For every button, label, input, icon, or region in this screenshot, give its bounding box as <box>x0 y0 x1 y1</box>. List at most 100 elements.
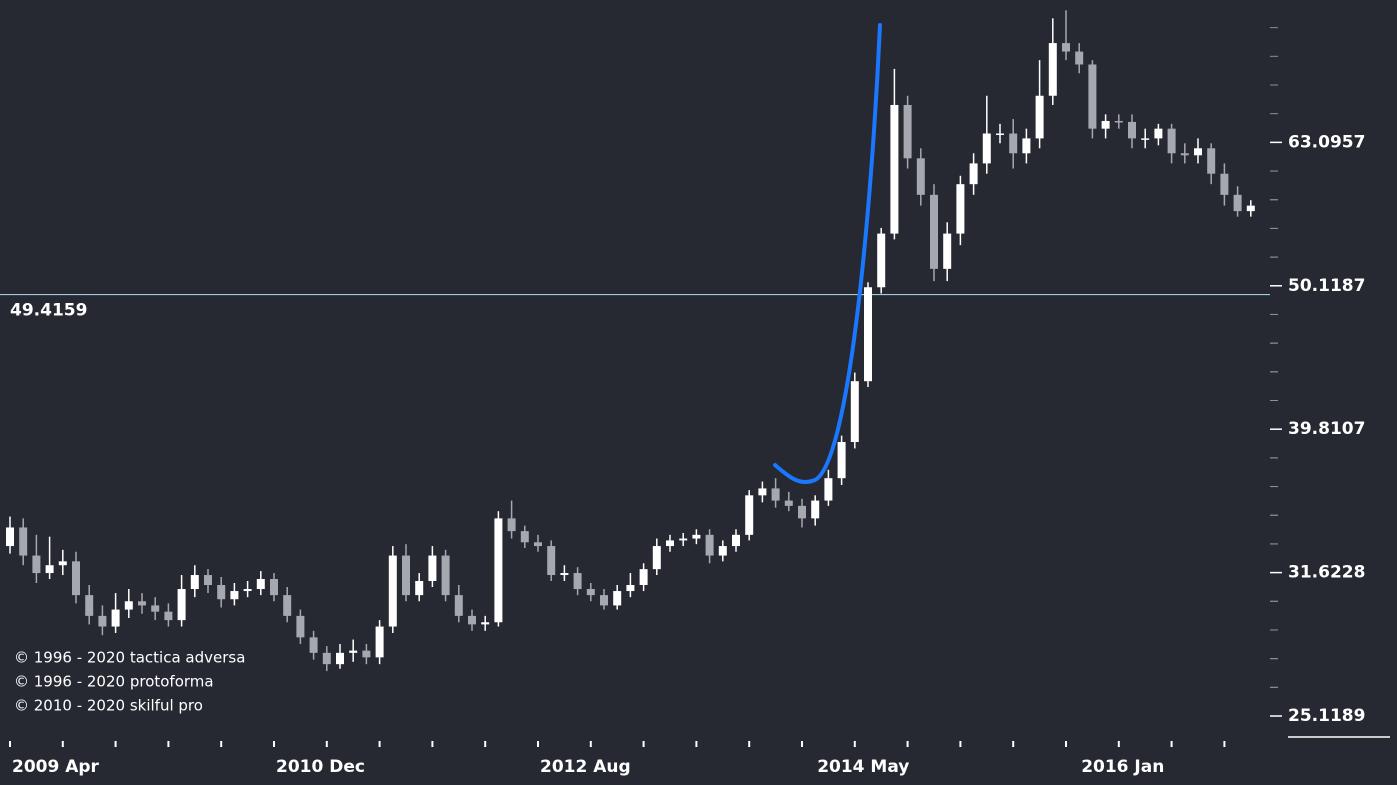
candle-body <box>507 518 516 532</box>
candle-body <box>494 518 503 623</box>
candle-body <box>177 589 186 621</box>
candle-body <box>230 591 239 600</box>
candle-body <box>1207 148 1216 174</box>
candle-body <box>982 133 991 164</box>
candle-body <box>58 561 67 566</box>
candle-body <box>969 163 978 185</box>
candle-body <box>613 591 622 606</box>
candle-body <box>890 104 899 234</box>
candle-body <box>454 595 463 616</box>
candle-body <box>1128 121 1136 139</box>
candle-body <box>798 505 806 519</box>
candle-body <box>639 569 648 585</box>
candle-body <box>1062 43 1070 52</box>
y-tick-label: 63.0957 <box>1288 132 1365 152</box>
candle-body <box>943 233 952 269</box>
candle-body <box>1154 128 1163 139</box>
candle-body <box>692 534 701 539</box>
horizontal-line-label: 49.4159 <box>10 301 87 321</box>
candle-body <box>309 637 318 653</box>
candle-body <box>283 595 292 616</box>
candle-body <box>679 538 688 541</box>
candle-body <box>1048 43 1057 96</box>
candle-body <box>72 561 80 596</box>
x-tick-label: 2016 Jan <box>1081 757 1164 777</box>
candle-body <box>270 578 278 596</box>
candle-body <box>481 622 490 625</box>
candle-body <box>586 589 595 596</box>
candle-body <box>19 527 28 556</box>
candle-body <box>111 609 120 627</box>
y-tick-label: 50.1187 <box>1288 276 1365 296</box>
candle-body <box>850 381 859 443</box>
candle-body <box>138 601 146 606</box>
candle-body <box>745 495 754 535</box>
x-tick-label: 2010 Dec <box>276 757 365 777</box>
candle-body <box>1233 194 1242 212</box>
candle-body <box>652 546 661 570</box>
candle-body <box>956 184 965 234</box>
candle-body <box>560 573 569 576</box>
candle-body <box>32 555 41 574</box>
candle-body <box>771 488 780 501</box>
candle-body <box>547 546 556 576</box>
candle-body <box>1180 153 1189 156</box>
candle-body <box>600 595 608 606</box>
candle-body <box>1167 128 1176 154</box>
candle-body <box>204 575 212 585</box>
y-tick-label: 39.8107 <box>1288 419 1365 439</box>
candle-body <box>916 158 925 195</box>
candle-body <box>824 478 833 501</box>
candle-body <box>322 652 331 665</box>
candle-body <box>151 605 160 612</box>
candle-body <box>441 555 450 596</box>
candle-body <box>1088 64 1097 129</box>
y-tick-label: 31.6228 <box>1288 563 1365 583</box>
candle-body <box>1035 95 1044 139</box>
candle-body <box>164 611 173 621</box>
candle-body <box>666 540 674 547</box>
candle-body <box>520 531 529 543</box>
x-tick-label: 2009 Apr <box>12 757 100 777</box>
candle-body <box>626 584 635 592</box>
candle-body <box>428 555 437 581</box>
candle-body <box>98 615 107 627</box>
x-tick-label: 2012 Aug <box>540 757 631 777</box>
copyright-note: © 1996 - 2020 tactica adversa <box>14 649 245 667</box>
candle-body <box>1022 138 1031 154</box>
y-tick-label: 25.1189 <box>1288 706 1365 726</box>
copyright-note: © 2010 - 2020 skilful pro <box>14 697 203 715</box>
candle-body <box>534 542 542 547</box>
candle-body <box>1075 51 1084 65</box>
candle-body <box>877 233 886 288</box>
candle-body <box>732 534 740 547</box>
candle-body <box>85 595 94 616</box>
candle-body <box>45 565 54 574</box>
candle-body <box>930 194 938 269</box>
candle-body <box>1009 133 1018 154</box>
candle-body <box>1194 148 1202 156</box>
candle-body <box>336 652 344 665</box>
candle-body <box>124 601 133 610</box>
candle-body <box>375 626 384 658</box>
candle-body <box>996 133 1004 136</box>
candle-body <box>864 287 872 382</box>
candle-body <box>1114 120 1123 123</box>
candle-body <box>573 573 582 590</box>
candle-body <box>705 534 714 556</box>
candle-body <box>388 555 397 627</box>
candle-body <box>1141 138 1150 140</box>
candle-body <box>190 575 199 590</box>
candle-body <box>402 555 410 596</box>
candle-body <box>758 488 767 496</box>
candle-body <box>468 615 476 625</box>
candle-body <box>217 584 226 600</box>
candle-body <box>1220 173 1229 195</box>
candle-body <box>296 615 305 638</box>
candle-body <box>784 500 793 506</box>
candle-body <box>256 578 265 590</box>
copyright-note: © 1996 - 2020 protoforma <box>14 673 214 691</box>
candle-body <box>415 580 424 596</box>
